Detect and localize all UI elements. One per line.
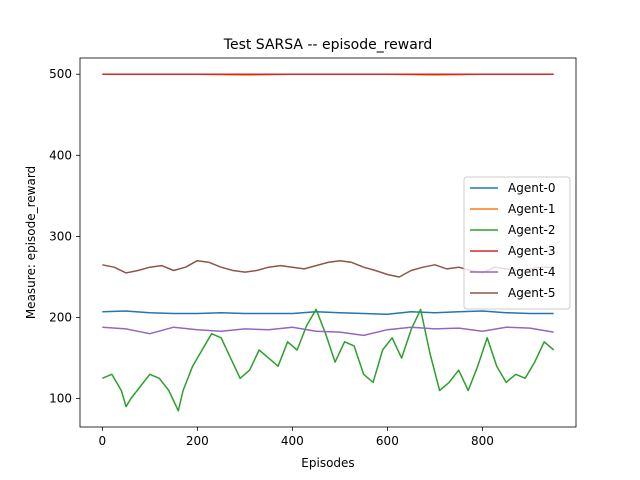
series-line-agent-0 [102, 310, 554, 316]
series-line-agent-2 [102, 308, 555, 412]
y-tick-label: 500 [49, 67, 72, 81]
x-tick-label: 0 [99, 434, 107, 448]
y-axis: 100 200 300 400 500 [49, 67, 80, 406]
legend: Agent-0 Agent-1 Agent-2 Agent-3 Agent-4 Agent… [463, 176, 571, 310]
axes-frame [79, 57, 577, 428]
chart-title: Test SARSA -- episode_reward [223, 37, 432, 53]
y-tick-label: 200 [49, 311, 72, 325]
legend-label: Agent-0 [508, 181, 555, 195]
legend-label: Agent-1 [508, 202, 555, 216]
y-tick-label: 100 [49, 392, 72, 406]
legend-label: Agent-4 [508, 265, 555, 279]
legend-label: Agent-2 [508, 223, 555, 237]
y-tick-label: 400 [49, 148, 72, 162]
legend-box [463, 176, 571, 310]
x-axis-label: Episodes [301, 456, 354, 470]
x-tick-label: 800 [471, 434, 494, 448]
x-tick-label: 600 [376, 434, 399, 448]
plot-area: 0 200 400 600 800 100 200 300 400 500 [49, 57, 577, 448]
x-axis: 0 200 400 600 800 [99, 427, 494, 448]
y-tick-label: 300 [49, 229, 72, 243]
series-line-agent-4 [102, 326, 554, 337]
x-tick-label: 400 [281, 434, 304, 448]
legend-label: Agent-5 [508, 286, 555, 300]
y-axis-label: Measure: episode_reward [24, 166, 38, 319]
x-tick-label: 200 [186, 434, 209, 448]
legend-label: Agent-3 [508, 244, 555, 258]
